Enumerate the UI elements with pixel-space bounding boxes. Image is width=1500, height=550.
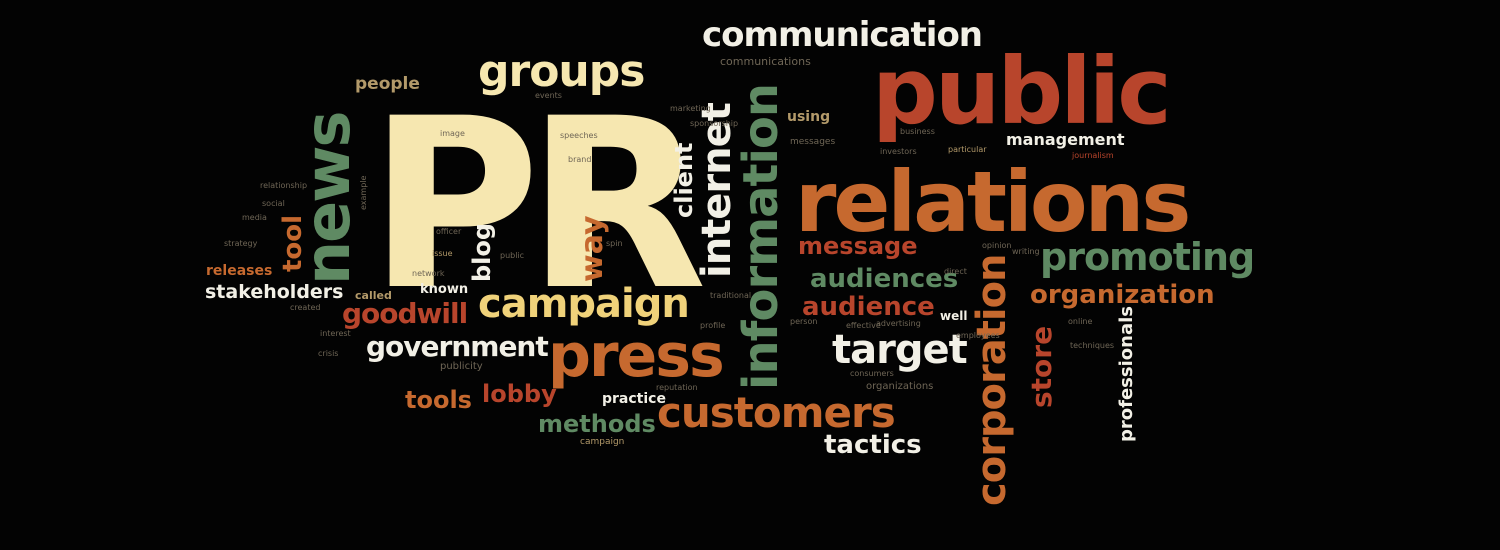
- word-reputation: reputation: [656, 383, 698, 392]
- word-people: people: [355, 74, 420, 94]
- word-audiences: audiences: [810, 264, 959, 294]
- word-methods: methods: [538, 410, 656, 438]
- word-particular: particular: [948, 145, 987, 154]
- word-social: social: [262, 199, 285, 208]
- word-media: media: [242, 213, 267, 222]
- word-client: client: [670, 142, 698, 218]
- word-organizations: organizations: [866, 381, 934, 392]
- word-message: message: [798, 232, 918, 260]
- word-audience: audience: [802, 292, 935, 322]
- word-pr: PR: [368, 69, 707, 342]
- word-way: way: [575, 215, 610, 282]
- word-issue: issue: [432, 249, 453, 258]
- word-government: government: [366, 330, 549, 363]
- word-practice: practice: [602, 391, 666, 407]
- word-press: press: [548, 321, 725, 391]
- word-direct: direct: [944, 267, 967, 276]
- word-consumers: consumers: [850, 369, 894, 378]
- word-well: well: [940, 309, 968, 323]
- word-employees: employees: [956, 331, 1000, 340]
- word-strategy: strategy: [224, 239, 258, 248]
- word-information: information: [733, 83, 789, 390]
- word-interest: interest: [320, 329, 351, 338]
- word-tactics: tactics: [824, 430, 922, 460]
- word-writing: writing: [1012, 247, 1040, 256]
- word-called: called: [355, 289, 392, 302]
- word-publicity: publicity: [440, 361, 483, 372]
- word-lobby: lobby: [482, 380, 557, 408]
- word-corporation: corporation: [969, 254, 1015, 506]
- word-known: known: [420, 282, 469, 297]
- word-person: person: [790, 317, 818, 326]
- word-store: store: [1025, 325, 1058, 408]
- word-brand: brand: [568, 155, 592, 164]
- word-business: business: [900, 127, 935, 136]
- word-target: target: [832, 327, 968, 373]
- word-profile: profile: [700, 321, 726, 330]
- word-management: management: [1006, 130, 1125, 149]
- word-sponsorship: sponsorship: [690, 119, 739, 128]
- word-campaign: campaign: [478, 281, 690, 327]
- word-messages: messages: [790, 137, 836, 147]
- word-events: events: [535, 91, 562, 100]
- word-tools: tools: [405, 386, 472, 414]
- word-network: network: [412, 269, 445, 278]
- word-goodwill: goodwill: [342, 297, 468, 330]
- word-blog: blog: [468, 222, 496, 282]
- word-investors: investors: [880, 147, 917, 156]
- word-effective: effective: [846, 321, 881, 330]
- word-journalism: journalism: [1072, 151, 1114, 160]
- word-advertising: advertising: [876, 319, 921, 328]
- word-example: example: [359, 175, 368, 210]
- word-relations: relations: [795, 153, 1191, 251]
- word-marketing: marketing: [670, 104, 711, 113]
- word-created: created: [290, 303, 321, 312]
- word-communications: communications: [720, 55, 811, 68]
- word-public: public: [872, 38, 1172, 145]
- word-customers: customers: [657, 388, 896, 437]
- word-campaign-small: campaign: [580, 437, 625, 447]
- word-relationship: relationship: [260, 181, 308, 190]
- word-public-small: public: [500, 251, 525, 260]
- word-releases: releases: [206, 263, 273, 279]
- word-crisis: crisis: [318, 349, 339, 358]
- word-communication: communication: [702, 15, 983, 55]
- word-tool: tool: [278, 214, 308, 272]
- word-techniques: techniques: [1070, 341, 1115, 350]
- word-professionals: professionals: [1116, 306, 1137, 442]
- word-using: using: [787, 109, 831, 125]
- word-officer: officer: [436, 227, 462, 236]
- word-promoting: promoting: [1040, 235, 1255, 279]
- word-groups: groups: [478, 46, 645, 97]
- word-internet: internet: [694, 103, 740, 278]
- word-opinion: opinion: [982, 241, 1012, 250]
- word-organization: organization: [1030, 280, 1215, 310]
- word-online: online: [1068, 317, 1093, 326]
- word-spin: spin: [606, 239, 623, 248]
- word-image: image: [440, 129, 465, 138]
- word-traditional: traditional: [710, 291, 752, 300]
- word-stakeholders: stakeholders: [205, 281, 344, 303]
- word-speeches: speeches: [560, 131, 598, 140]
